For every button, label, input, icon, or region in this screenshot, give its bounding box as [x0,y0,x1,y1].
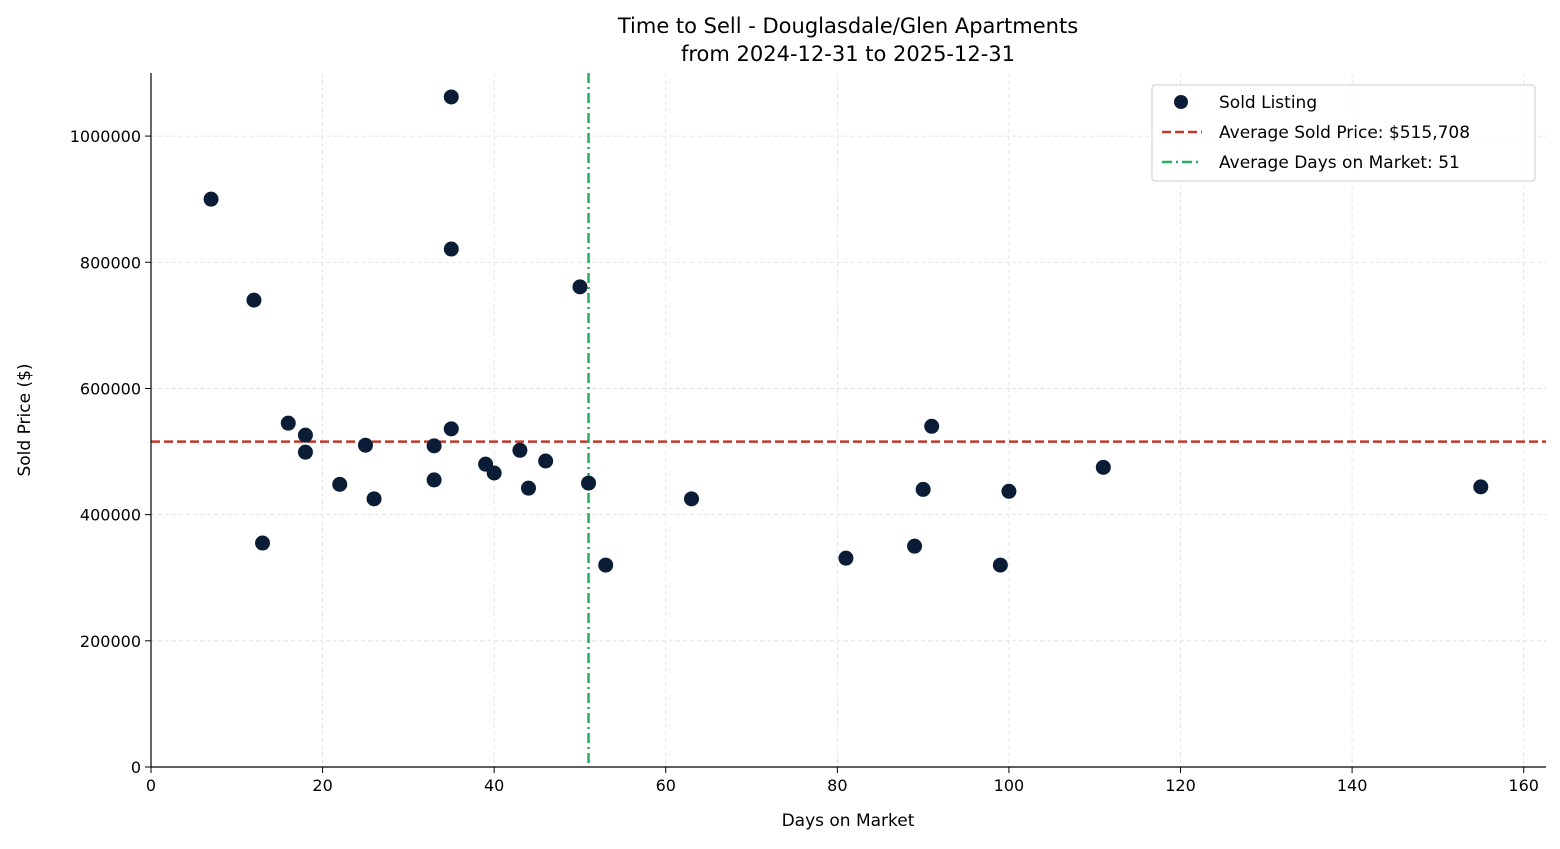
x-tick-label: 120 [1165,776,1196,795]
y-tick-label: 200000 [80,632,141,651]
data-point [924,418,940,434]
x-ticks: 0 20 40 60 80 100 120 140 160 [146,767,1539,795]
data-point [915,481,931,497]
x-tick-label: 160 [1508,776,1539,795]
y-axis-label: Sold Price ($) [15,363,35,476]
data-point [203,191,219,207]
data-point [581,475,597,491]
data-point [357,437,373,453]
y-tick-label: 800000 [80,253,141,272]
y-tick-label: 0 [131,758,141,777]
legend-label-avg-days: Average Days on Market: 51 [1219,153,1460,173]
data-point [366,491,382,507]
x-tick-label: 60 [656,776,676,795]
data-point [443,421,459,437]
data-point [1001,483,1017,499]
data-point [297,427,313,443]
y-ticks: 0 200000 400000 600000 800000 1000000 [70,127,151,777]
y-tick-label: 1000000 [70,127,141,146]
data-points [203,89,1489,573]
chart-title: Time to Sell - Douglasdale/Glen Apartmen… [617,14,1078,38]
data-point [443,241,459,257]
x-tick-label: 0 [146,776,156,795]
data-point [598,557,614,573]
reference-lines [151,73,1546,767]
data-point [297,444,313,460]
data-point [1095,459,1111,475]
data-point [512,442,528,458]
data-point [255,535,271,551]
x-tick-label: 20 [312,776,332,795]
data-point [572,279,588,295]
x-tick-label: 80 [827,776,847,795]
data-point [992,557,1008,573]
y-tick-label: 400000 [80,506,141,525]
data-point [443,89,459,105]
data-point [426,472,442,488]
x-tick-label: 140 [1337,776,1368,795]
data-point [538,453,554,469]
legend-box [1151,84,1536,182]
data-point [426,438,442,454]
legend-label-avg-price: Average Sold Price: $515,708 [1219,123,1470,143]
legend: Sold Listing Average Sold Price: $515,70… [1151,84,1536,182]
data-point [280,415,296,431]
x-tick-label: 40 [484,776,504,795]
data-point [246,292,262,308]
x-axis-label: Days on Market [782,811,915,831]
data-point [683,491,699,507]
x-tick-label: 100 [994,776,1025,795]
legend-marker-sold [1174,95,1188,109]
data-point [1473,479,1489,495]
chart-subtitle: from 2024-12-31 to 2025-12-31 [681,42,1015,66]
data-point [907,538,923,554]
data-point [486,465,502,481]
data-point [332,476,348,492]
legend-label-sold: Sold Listing [1219,93,1317,113]
data-point [520,480,536,496]
data-point [838,550,854,566]
y-tick-label: 600000 [80,379,141,398]
